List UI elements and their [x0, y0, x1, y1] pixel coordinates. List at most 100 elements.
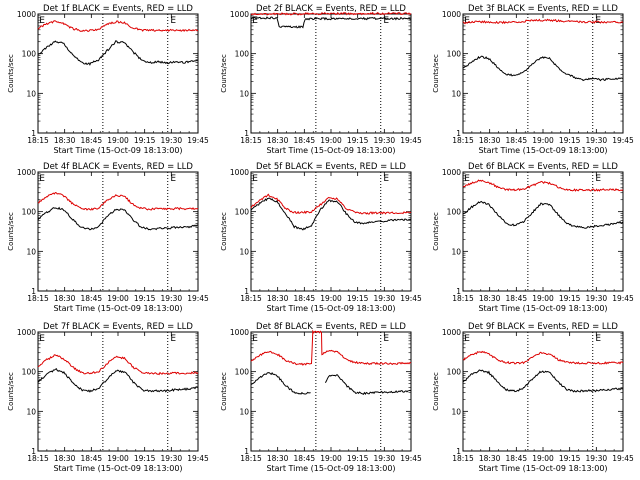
y-tick-label: 1: [244, 287, 249, 296]
x-tick-label: 19:15: [559, 136, 581, 145]
plot-frame: [462, 13, 624, 134]
x-tick-label: 19:15: [347, 454, 369, 463]
panel-title: Det 2f BLACK = Events, RED = LLD: [256, 4, 406, 14]
x-tick-label: 19:00: [107, 294, 129, 303]
x-tick-label: 19:00: [532, 454, 554, 463]
x-tick-label: 18:30: [479, 136, 501, 145]
x-tick-label: 19:00: [320, 136, 342, 145]
x-tick-label: 18:30: [267, 454, 289, 463]
x-axis-label: Start Time (15-Oct-09 18:13:00): [266, 146, 395, 155]
x-tick-label: 19:45: [400, 136, 422, 145]
x-tick-label: 19:45: [400, 294, 422, 303]
x-tick-label: 19:00: [532, 136, 554, 145]
lld-series-line: [250, 11, 412, 16]
flag-mark: E: [252, 334, 258, 344]
panel-det-2: Det 2f BLACK = Events, RED = LLD Counts/s…: [220, 4, 422, 155]
flag-mark: E: [39, 16, 45, 26]
plot-frame: [37, 13, 199, 134]
flag-mark: E: [383, 334, 389, 344]
flag-mark: E: [595, 334, 601, 344]
y-axis-label: Counts/sec: [432, 54, 440, 93]
y-tick-label: 10: [26, 407, 36, 416]
x-tick-label: 18:15: [27, 294, 49, 303]
y-tick-label: 1: [244, 447, 249, 456]
x-tick-label: 18:45: [81, 136, 103, 145]
x-tick-label: 19:30: [374, 454, 396, 463]
y-tick-label: 100: [447, 368, 462, 377]
events-series-line: [37, 40, 199, 66]
panel-det-5: Det 5f BLACK = Events, RED = LLD Counts/s…: [220, 162, 422, 313]
y-axis-label: Counts/sec: [220, 372, 228, 411]
flag-mark: E: [252, 174, 258, 184]
y-tick-label: 1000: [230, 328, 249, 337]
x-tick-label: 19:15: [347, 136, 369, 145]
x-tick-label: 18:30: [54, 454, 76, 463]
panel-det-1: Det 1f BLACK = Events, RED = LLD Counts/s…: [7, 4, 209, 155]
y-axis-label: Counts/sec: [220, 212, 228, 251]
flag-mark: E: [252, 16, 258, 26]
y-tick-label: 1000: [442, 10, 461, 19]
flag-mark: E: [595, 174, 601, 184]
flag-mark: E: [464, 16, 470, 26]
x-tick-label: 18:45: [294, 294, 316, 303]
flag-mark: E: [383, 174, 389, 184]
y-tick-label: 10: [451, 247, 461, 256]
y-tick-label: 1: [31, 129, 36, 138]
x-tick-label: 19:45: [187, 294, 209, 303]
x-tick-label: 19:15: [134, 454, 156, 463]
events-series-line: [37, 206, 199, 231]
y-tick-label: 1000: [17, 168, 36, 177]
y-tick-label: 1: [31, 287, 36, 296]
x-tick-label: 18:45: [506, 136, 528, 145]
panel-det-4: Det 4f BLACK = Events, RED = LLD Counts/s…: [7, 162, 209, 313]
y-tick-label: 10: [451, 407, 461, 416]
y-tick-label: 1000: [230, 10, 249, 19]
panel-det-8: Det 8f BLACK = Events, RED = LLD Counts/s…: [220, 322, 422, 473]
y-tick-label: 100: [235, 50, 250, 59]
x-tick-label: 19:45: [612, 136, 634, 145]
x-tick-label: 19:00: [532, 294, 554, 303]
flag-mark: E: [464, 174, 470, 184]
y-tick-label: 10: [239, 247, 249, 256]
panel-title: Det 4f BLACK = Events, RED = LLD: [43, 162, 193, 172]
x-tick-label: 18:30: [479, 454, 501, 463]
x-tick-label: 19:30: [586, 294, 608, 303]
plot-frame: [462, 331, 624, 452]
x-tick-label: 19:45: [612, 454, 634, 463]
x-tick-label: 18:15: [240, 294, 262, 303]
x-axis-label: Start Time (15-Oct-09 18:13:00): [266, 304, 395, 313]
y-tick-label: 100: [447, 208, 462, 217]
panel-title: Det 9f BLACK = Events, RED = LLD: [468, 322, 618, 332]
x-tick-label: 19:45: [187, 454, 209, 463]
y-tick-label: 1: [456, 447, 461, 456]
flag-mark: E: [39, 334, 45, 344]
x-tick-label: 19:15: [134, 136, 156, 145]
y-tick-label: 1000: [17, 10, 36, 19]
lld-series-line: [462, 350, 624, 365]
x-tick-label: 19:45: [612, 294, 634, 303]
x-tick-label: 18:30: [267, 294, 289, 303]
y-tick-label: 10: [451, 89, 461, 98]
x-tick-label: 18:30: [479, 294, 501, 303]
y-tick-label: 100: [22, 208, 37, 217]
y-tick-label: 100: [22, 368, 37, 377]
y-tick-label: 1: [456, 287, 461, 296]
plot-frame: [37, 331, 199, 452]
x-tick-label: 19:00: [107, 454, 129, 463]
x-tick-label: 19:00: [107, 136, 129, 145]
x-axis-label: Start Time (15-Oct-09 18:13:00): [478, 146, 607, 155]
panel-det-6: Det 6f BLACK = Events, RED = LLD Counts/s…: [432, 162, 634, 313]
y-tick-label: 100: [447, 50, 462, 59]
lld-series-line: [250, 329, 412, 366]
panel-title: Det 1f BLACK = Events, RED = LLD: [43, 4, 193, 14]
plot-frame: [250, 171, 412, 292]
x-tick-label: 18:45: [294, 454, 316, 463]
x-tick-label: 18:15: [240, 454, 262, 463]
events-series-line: [462, 55, 624, 82]
flag-mark: E: [170, 16, 176, 26]
x-tick-label: 19:30: [161, 454, 183, 463]
panel-det-9: Det 9f BLACK = Events, RED = LLD Counts/s…: [432, 322, 634, 473]
y-tick-label: 1: [456, 129, 461, 138]
y-tick-label: 10: [26, 247, 36, 256]
x-axis-label: Start Time (15-Oct-09 18:13:00): [478, 464, 607, 473]
